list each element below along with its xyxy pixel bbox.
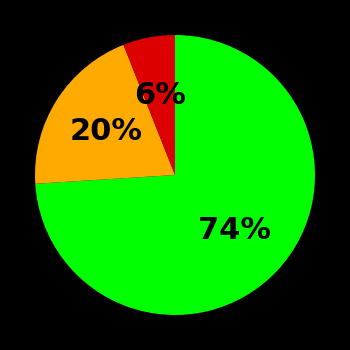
- Wedge shape: [35, 35, 315, 315]
- Text: 20%: 20%: [70, 117, 143, 146]
- Text: 74%: 74%: [198, 216, 271, 245]
- Text: 6%: 6%: [134, 81, 186, 110]
- Wedge shape: [35, 45, 175, 184]
- Wedge shape: [124, 35, 175, 175]
